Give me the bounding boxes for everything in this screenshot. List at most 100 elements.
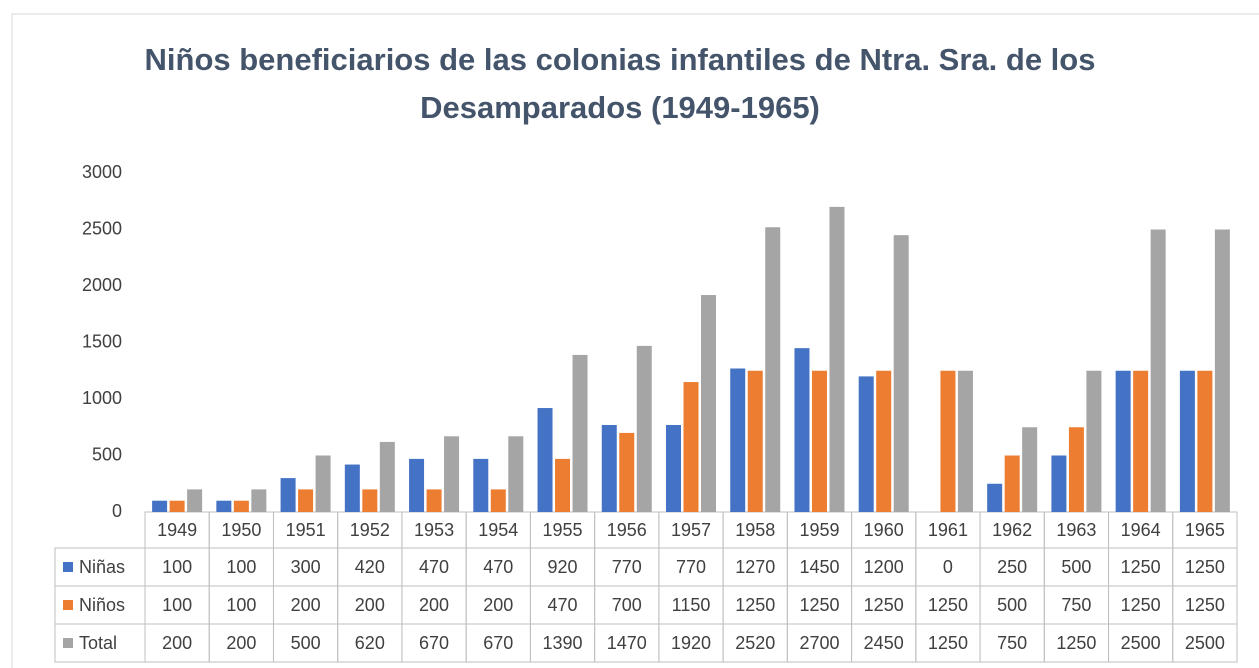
bar bbox=[858, 376, 874, 512]
table-value: 200 bbox=[483, 595, 513, 615]
bar bbox=[1197, 370, 1213, 512]
table-value: 1250 bbox=[1121, 595, 1161, 615]
table-value: 2520 bbox=[735, 633, 775, 653]
bar bbox=[876, 370, 892, 512]
table-value: 200 bbox=[419, 595, 449, 615]
table-value: 500 bbox=[997, 595, 1027, 615]
bar bbox=[666, 424, 681, 512]
table-value: 670 bbox=[419, 633, 449, 653]
bar bbox=[251, 489, 267, 512]
bar bbox=[601, 424, 617, 512]
x-tick-label: 1952 bbox=[350, 520, 390, 540]
table-value: 1470 bbox=[607, 633, 647, 653]
table-value: 1250 bbox=[1185, 595, 1225, 615]
table-value: 1270 bbox=[735, 557, 775, 577]
table-value: 920 bbox=[548, 557, 578, 577]
bar bbox=[765, 227, 781, 513]
bar bbox=[1115, 370, 1131, 512]
table-value: 1390 bbox=[543, 633, 583, 653]
table-value: 470 bbox=[483, 557, 513, 577]
bar bbox=[508, 436, 524, 512]
bar bbox=[409, 458, 425, 512]
table-value: 1250 bbox=[735, 595, 775, 615]
x-tick-label: 1960 bbox=[864, 520, 904, 540]
table-value: 2700 bbox=[799, 633, 839, 653]
bar bbox=[233, 500, 249, 512]
legend-swatch bbox=[63, 600, 73, 610]
bar bbox=[1150, 229, 1166, 512]
table-value: 500 bbox=[1061, 557, 1091, 577]
table-value: 200 bbox=[226, 633, 256, 653]
x-tick-label: 1955 bbox=[543, 520, 583, 540]
bar bbox=[344, 464, 360, 512]
x-tick-label: 1957 bbox=[671, 520, 711, 540]
legend-label: Total bbox=[79, 633, 117, 653]
bar bbox=[794, 348, 810, 512]
x-tick-label: 1965 bbox=[1185, 520, 1225, 540]
y-tick-label: 3000 bbox=[82, 162, 122, 182]
bar bbox=[683, 382, 699, 512]
table-value: 2500 bbox=[1121, 633, 1161, 653]
table-value: 420 bbox=[355, 557, 385, 577]
y-tick-label: 2500 bbox=[82, 218, 122, 238]
table-value: 1450 bbox=[799, 557, 839, 577]
x-tick-label: 1958 bbox=[735, 520, 775, 540]
y-tick-label: 1000 bbox=[82, 388, 122, 408]
x-tick-label: 1963 bbox=[1056, 520, 1096, 540]
legend-label: Niñas bbox=[79, 557, 125, 577]
bar bbox=[811, 370, 827, 512]
table-value: 300 bbox=[291, 557, 321, 577]
bar bbox=[1133, 370, 1149, 512]
table-value: 1250 bbox=[1056, 633, 1096, 653]
table-value: 100 bbox=[162, 557, 192, 577]
bar bbox=[444, 436, 460, 512]
table-value: 200 bbox=[355, 595, 385, 615]
table-value: 770 bbox=[676, 557, 706, 577]
bar bbox=[152, 500, 168, 512]
table-value: 250 bbox=[997, 557, 1027, 577]
table-value: 200 bbox=[162, 633, 192, 653]
table-value: 2500 bbox=[1185, 633, 1225, 653]
bar bbox=[1179, 370, 1195, 512]
table-value: 1150 bbox=[672, 595, 711, 615]
bar bbox=[490, 489, 506, 512]
chart-title: Niños beneficiarios de las colonias infa… bbox=[144, 42, 1096, 125]
bar bbox=[187, 489, 203, 512]
bar bbox=[473, 458, 489, 512]
table-value: 1250 bbox=[799, 595, 839, 615]
bar bbox=[315, 455, 331, 512]
y-tick-label: 2000 bbox=[82, 275, 122, 295]
bar bbox=[1022, 427, 1038, 512]
bar bbox=[426, 489, 442, 512]
table-value: 670 bbox=[483, 633, 513, 653]
bar bbox=[1214, 229, 1230, 512]
bar bbox=[169, 500, 185, 512]
bar bbox=[730, 368, 746, 512]
x-tick-label: 1949 bbox=[157, 520, 197, 540]
x-tick-label: 1954 bbox=[478, 520, 518, 540]
bar bbox=[1068, 427, 1084, 512]
y-tick-label: 500 bbox=[92, 444, 122, 464]
bar bbox=[957, 370, 973, 512]
table-value: 1250 bbox=[928, 595, 968, 615]
table-value: 700 bbox=[612, 595, 642, 615]
bar bbox=[619, 432, 635, 512]
table-value: 1250 bbox=[864, 595, 904, 615]
x-tick-label: 1956 bbox=[607, 520, 647, 540]
table-value: 470 bbox=[419, 557, 449, 577]
bar bbox=[362, 489, 378, 512]
table-value: 2450 bbox=[864, 633, 904, 653]
table-value: 200 bbox=[291, 595, 321, 615]
legend-label: Niños bbox=[79, 595, 125, 615]
x-tick-label: 1962 bbox=[992, 520, 1032, 540]
bar bbox=[537, 408, 553, 512]
bar bbox=[701, 295, 716, 512]
x-tick-label: 1951 bbox=[286, 520, 326, 540]
bar bbox=[280, 478, 296, 512]
bar bbox=[636, 345, 652, 512]
table-value: 620 bbox=[355, 633, 385, 653]
bar bbox=[747, 370, 763, 512]
table-value: 1200 bbox=[864, 557, 904, 577]
